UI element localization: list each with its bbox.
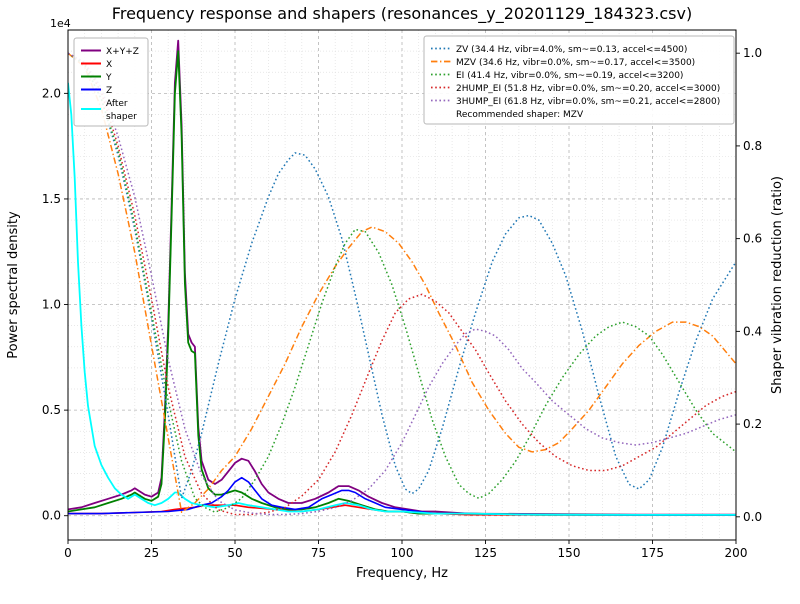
x-tick-label: 50 bbox=[227, 546, 242, 560]
chart-title: Frequency response and shapers (resonanc… bbox=[112, 4, 692, 24]
y-left-tick-label: 1.0 bbox=[42, 298, 61, 312]
legend-left: X+Y+Z XYZ After shaper bbox=[73, 37, 149, 127]
x-tick-label: 100 bbox=[391, 546, 414, 560]
series-after-shaper bbox=[68, 82, 736, 516]
x-tick-label: 150 bbox=[558, 546, 581, 560]
y-right-tick-label: 0.0 bbox=[743, 510, 762, 524]
series-zv bbox=[68, 52, 736, 500]
series-3hump_ei bbox=[68, 52, 736, 516]
x-tick-label: 75 bbox=[311, 546, 326, 560]
y-right-tick-label: 1.0 bbox=[743, 46, 762, 60]
legend-right: ZV (34.4 Hz, vibr=4.0%, sm~=0.13, accel<… bbox=[423, 35, 735, 125]
series-mzv bbox=[68, 52, 736, 513]
series-z bbox=[68, 476, 736, 516]
legend-label: 3HUMP_EI (61.8 Hz, vibr=0.0%, sm~=0.21, … bbox=[456, 97, 720, 107]
axis-offset-label: 1e4 bbox=[50, 17, 71, 30]
legend-left-box bbox=[73, 37, 149, 127]
x-tick-label: 0 bbox=[64, 546, 72, 560]
legend-label: 2HUMP_EI (51.8 Hz, vibr=0.0%, sm~=0.20, … bbox=[456, 84, 720, 94]
legend-right-box bbox=[423, 35, 735, 125]
y-right-tick-label: 0.6 bbox=[743, 232, 762, 246]
axes-ticks: 0 25 50 75 100 125 150 175 200 0.0 0.5 1.0 1.5 2.0 0.0… bbox=[42, 46, 762, 560]
series-x-y-z bbox=[68, 39, 736, 516]
x-tick-label: 125 bbox=[474, 546, 497, 560]
x-tick-label: 25 bbox=[144, 546, 159, 560]
y-left-tick-label: 1.5 bbox=[42, 192, 61, 206]
legend-label: Y bbox=[105, 73, 112, 83]
y-right-tick-label: 0.4 bbox=[743, 324, 762, 338]
x-tick-label: 175 bbox=[641, 546, 664, 560]
y-left-tick-label: 0.5 bbox=[42, 403, 61, 417]
series-lines bbox=[68, 39, 736, 516]
legend-label: X+Y+Z bbox=[106, 47, 139, 57]
x-tick-label: 200 bbox=[725, 546, 748, 560]
y-left-tick-label: 2.0 bbox=[42, 86, 61, 100]
x-axis-label: Frequency, Hz bbox=[356, 566, 448, 581]
legend-label: X bbox=[106, 60, 112, 70]
y-left-tick-label: 0.0 bbox=[42, 509, 61, 523]
legend-label: Recommended shaper: MZV bbox=[456, 110, 584, 120]
legend-label: EI (41.4 Hz, vibr=0.0%, sm~=0.19, accel<… bbox=[456, 71, 683, 81]
legend-label: ZV (34.4 Hz, vibr=4.0%, sm~=0.13, accel<… bbox=[456, 45, 687, 55]
legend-label: After bbox=[106, 99, 128, 109]
y-right-tick-label: 0.8 bbox=[743, 139, 762, 153]
legend-label: Z bbox=[106, 86, 112, 96]
y-right-tick-label: 0.2 bbox=[743, 417, 762, 431]
y-axis-label-right: Shaper vibration reduction (ratio) bbox=[770, 176, 785, 394]
legend-label: MZV (34.6 Hz, vibr=0.0%, sm~=0.17, accel… bbox=[456, 58, 695, 68]
y-axis-label-left: Power spectral density bbox=[6, 211, 21, 359]
legend-label: shaper bbox=[106, 112, 137, 122]
